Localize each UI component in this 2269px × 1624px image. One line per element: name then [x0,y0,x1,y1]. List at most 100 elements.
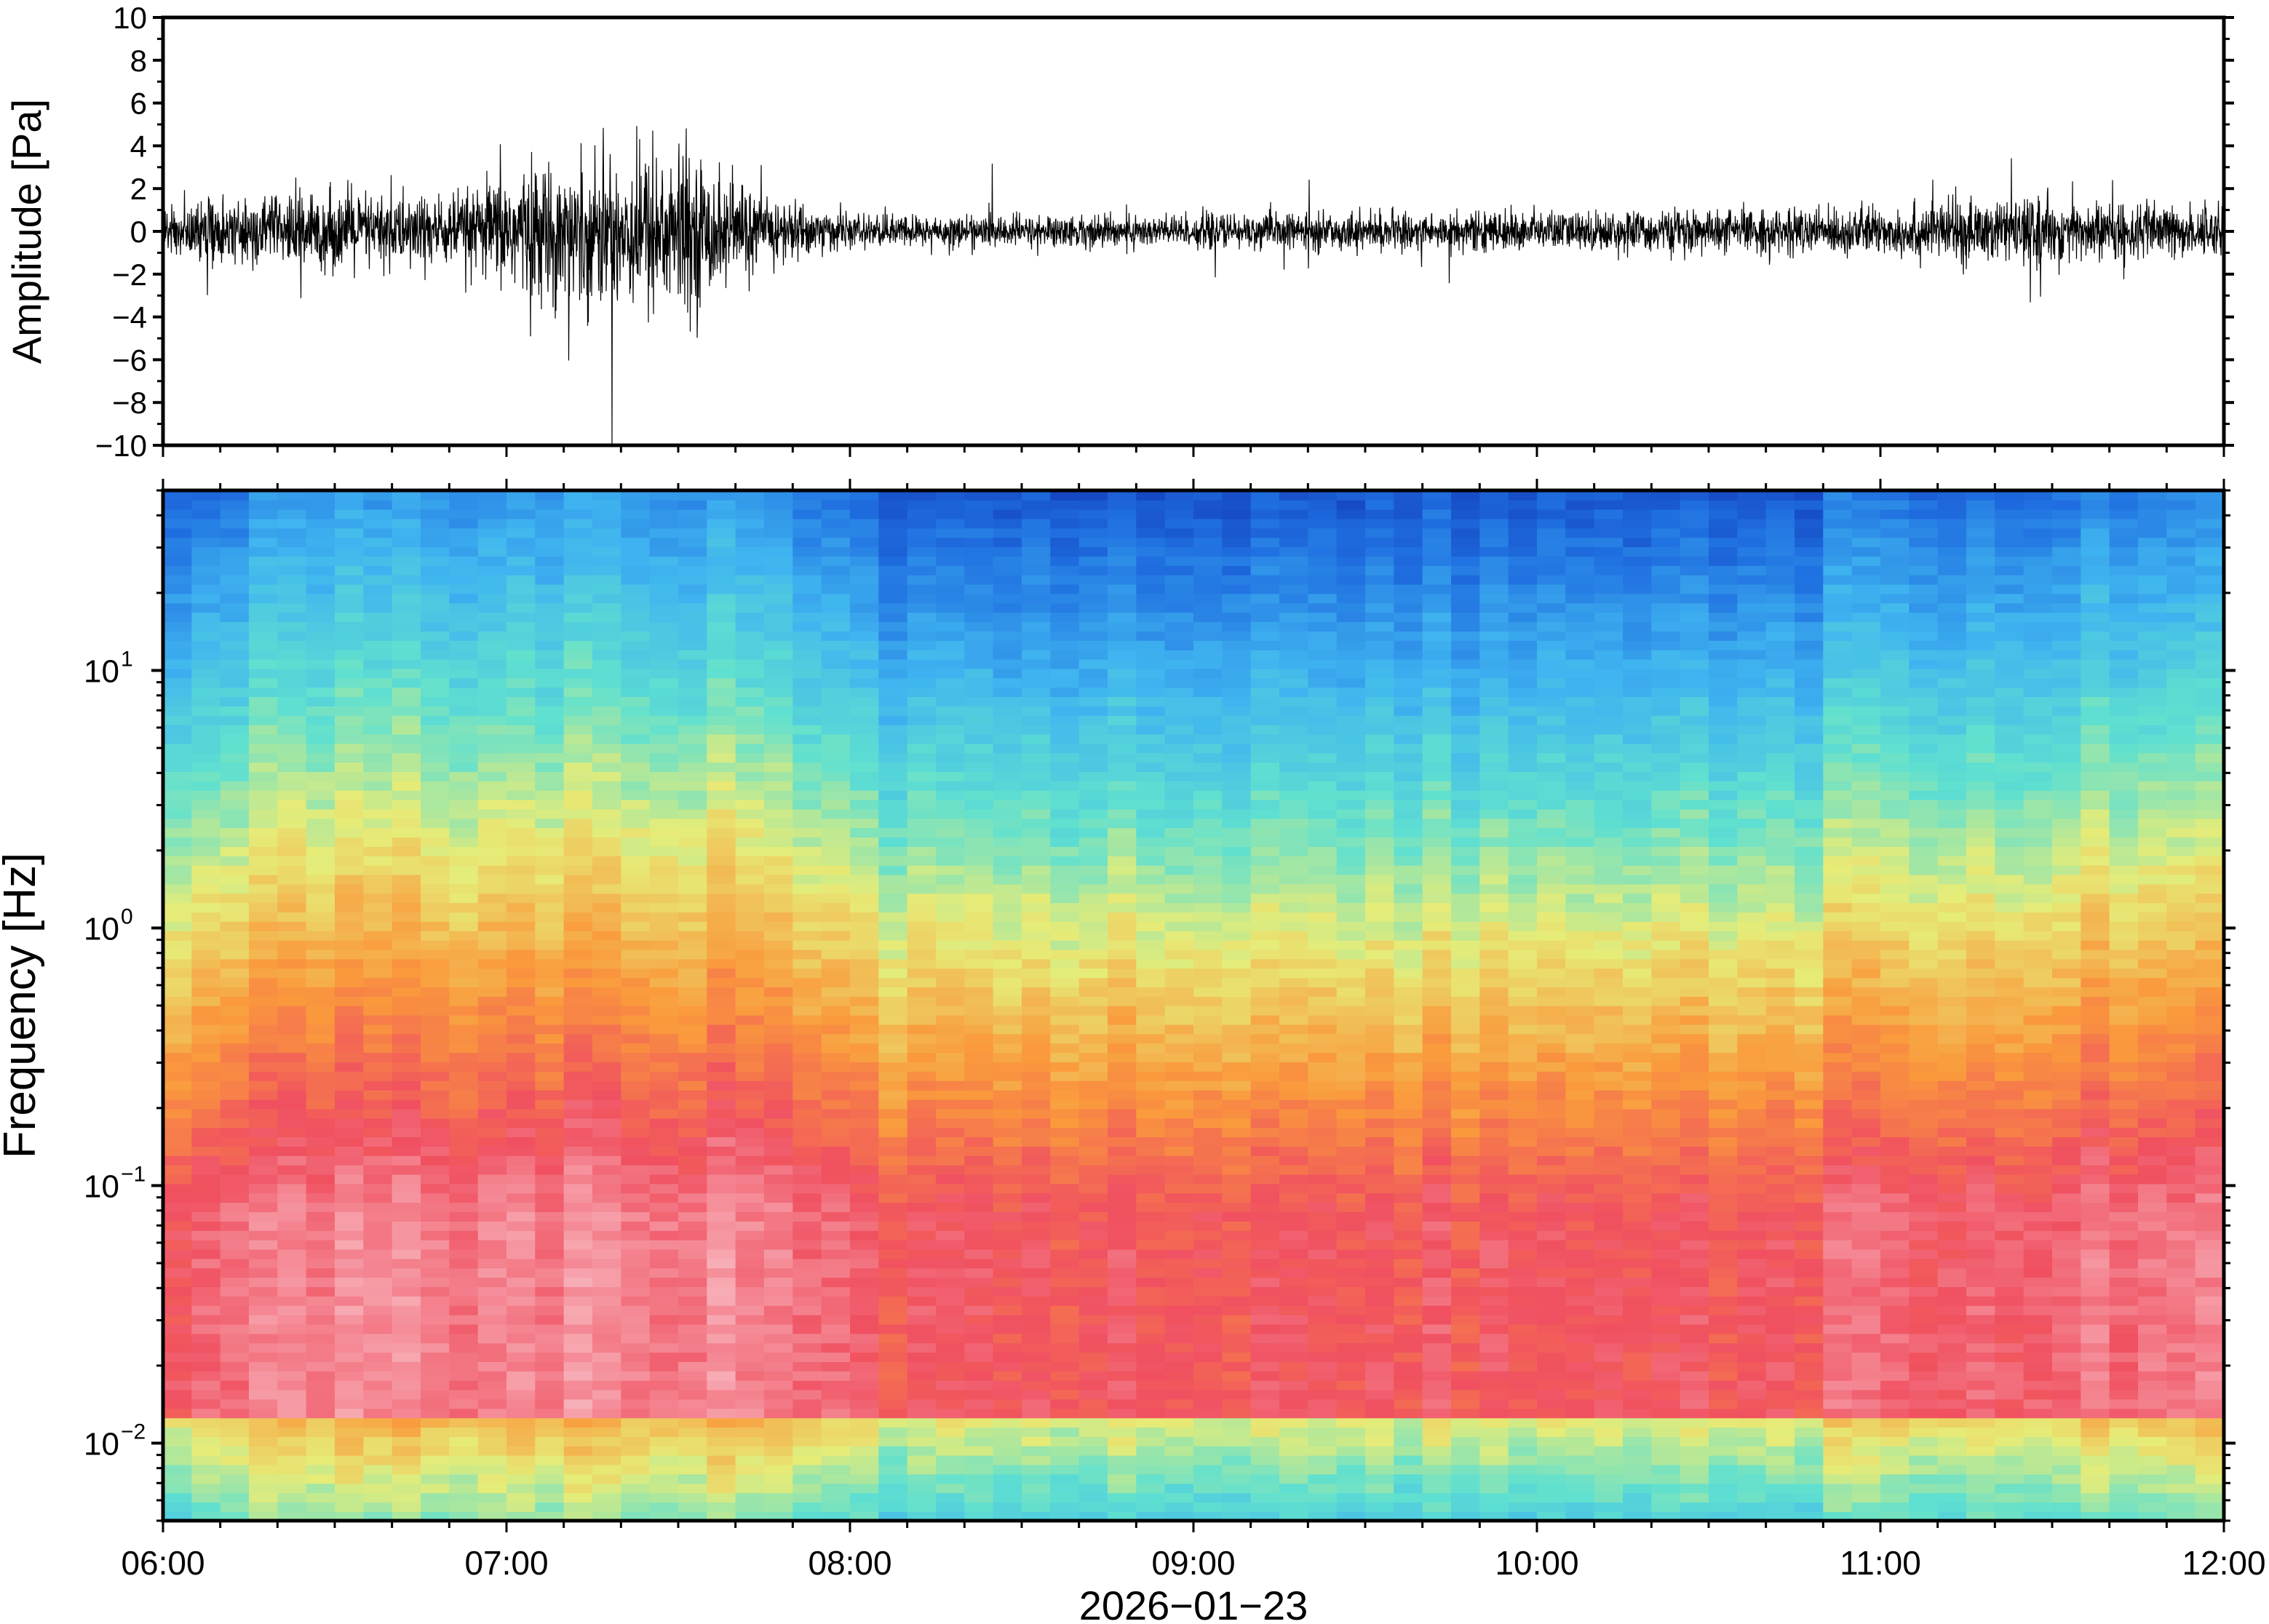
spectrogram-cell [535,874,565,885]
spectrogram-cell [1164,864,1194,875]
spectrogram-cell [850,1286,880,1297]
spectrogram-cell [392,1446,421,1456]
spectrogram-cell [821,1033,851,1044]
spectrogram-cell [1365,621,1395,632]
spectrogram-cell [1422,1314,1452,1325]
spectrogram-cell [1022,574,1052,585]
spectrogram-cell [1308,987,1338,997]
spectrogram-cell [1108,1127,1137,1138]
spectrogram-cell [1193,818,1223,829]
spectrogram-cell [1250,1361,1280,1372]
spectrogram-cell [1050,1230,1080,1241]
spectrogram-cell [449,1286,479,1297]
spectrogram-cell [621,715,651,725]
spectrogram-cell [249,1427,279,1437]
spectrogram-cell [964,921,994,931]
spectrogram-cell [191,1127,221,1138]
spectrogram-cell [1336,1033,1366,1044]
spectrogram-cell [449,490,479,501]
spectrogram-cell [821,1202,851,1212]
spectrogram-cell [392,631,421,641]
spectrogram-cell [964,1221,994,1231]
spectrogram-cell [936,1492,966,1503]
spectrogram-cell [707,1492,736,1503]
spectrogram-cell [850,987,880,997]
spectrogram-cell [878,977,908,988]
spectrogram-cell [306,1324,335,1334]
spectrogram-cell [563,1296,593,1306]
spectrogram-cell [335,1202,365,1212]
spectrogram-cell [421,1118,450,1129]
spectrogram-cell [1279,696,1309,706]
spectrogram-cell [907,602,937,613]
spectrogram-cell [993,1118,1022,1129]
spectrogram-cell [1279,818,1309,829]
spectrogram-cell [449,1454,479,1465]
spectrogram-cell [421,818,450,829]
spectrogram-cell [850,1193,880,1203]
spectrogram-cell [363,1436,393,1446]
spectrogram-cell [563,1483,593,1494]
spectrogram-cell [621,1221,651,1231]
spectrogram-cell [421,789,450,800]
spectrogram-cell [1222,1118,1252,1129]
spectrogram-cell [621,1118,651,1129]
spectrogram-cell [993,1483,1022,1494]
spectrogram-cell [1078,1155,1108,1166]
spectrogram-cell [191,677,221,688]
spectrogram-cell [1022,1454,1052,1465]
spectrogram-cell [907,902,937,913]
spectrogram-cell [993,1211,1022,1222]
spectrogram-cell [1078,789,1108,800]
spectrogram-cell [220,1118,250,1129]
spectrogram-cell [477,677,507,688]
spectrogram-cell [477,715,507,725]
spectrogram-cell [335,677,365,688]
spectrogram-cell [1108,752,1137,763]
spectrogram-cell [1336,1089,1366,1100]
spectrogram-cell [936,1062,966,1072]
spectrogram-cell [707,837,736,847]
spectrogram-cell [563,1249,593,1259]
spectrogram-cell [1022,706,1052,716]
spectrogram-cell [850,818,880,829]
spectrogram-cell [621,781,651,791]
spectrogram-cell [649,1137,679,1147]
spectrogram-cell [335,1511,365,1521]
spectrogram-cell [1078,1258,1108,1269]
spectrogram-cell [363,921,393,931]
spectrogram-cell [621,1033,651,1044]
spectrogram-cell [277,1446,307,1456]
spectrogram-cell [964,1333,994,1344]
spectrogram-cell [277,668,307,679]
spectrogram-cell [592,752,622,763]
spectrogram-cell [392,1127,421,1138]
spectrogram-cell [735,565,765,576]
spectrogram-cell [907,1296,937,1306]
spectrogram-cell [592,1164,622,1175]
spectrogram-cell [1136,1071,1166,1081]
spectrogram-cell [535,546,565,557]
spectrogram-cell [649,696,679,706]
spectrogram-cell [163,1502,193,1512]
spectrogram-cell [678,771,708,781]
spectrogram-cell [1222,499,1252,510]
spectrogram-cell [1222,799,1252,810]
spectrogram-cell [1279,799,1309,810]
spectrogram-cell [1394,706,1423,716]
spectrogram-cell [1222,977,1252,988]
spectrogram-cell [477,668,507,679]
spectrogram-cell [563,781,593,791]
spectrogram-cell [1108,602,1137,613]
spectrogram-cell [563,1324,593,1334]
spectrogram-cell [678,883,708,894]
spectrogram-cell [535,912,565,922]
spectrogram-cell [535,1267,565,1278]
spectrogram-cell [1108,556,1137,566]
spectrogram-cell [563,1202,593,1212]
spectrogram-cell [964,1427,994,1437]
spectrogram-cell [1164,574,1194,585]
spectrogram-cell [993,518,1022,529]
spectrogram-cell [1136,593,1166,604]
